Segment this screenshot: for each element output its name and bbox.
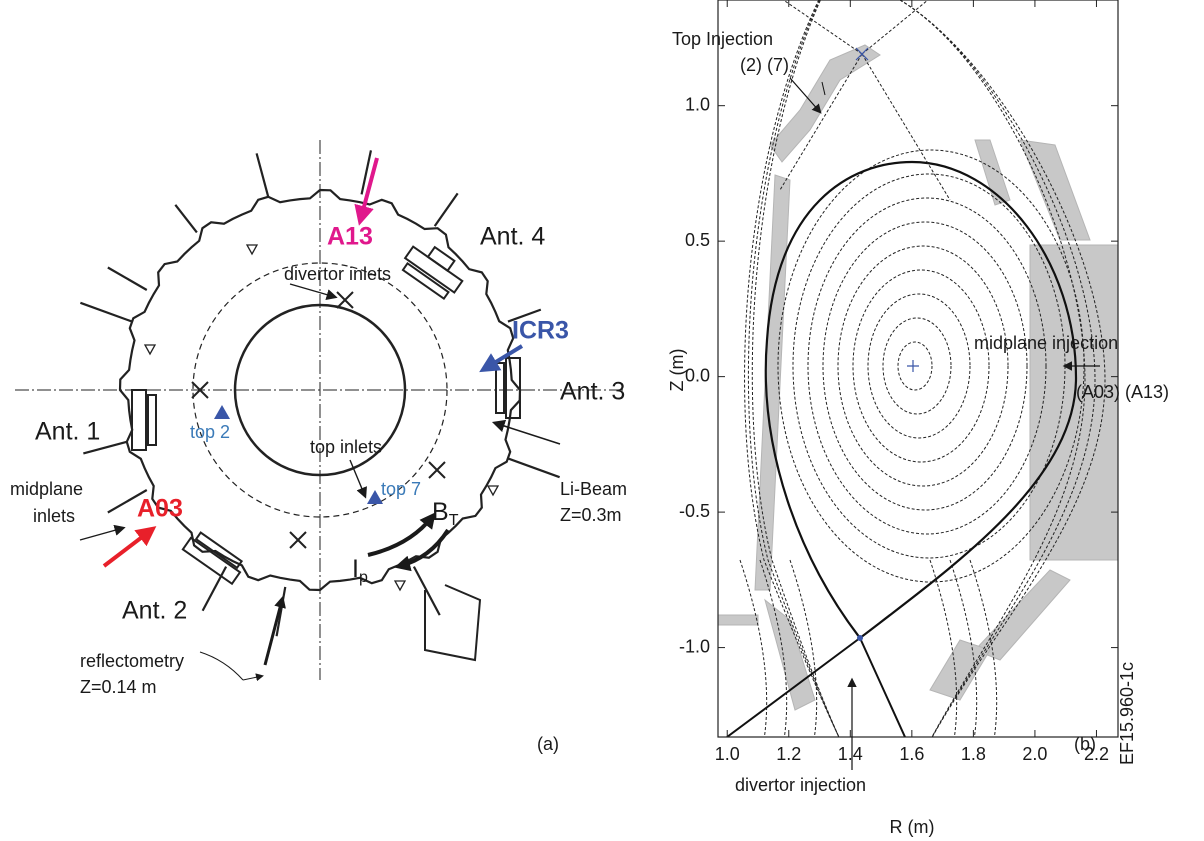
y-tick-label: -1.0 — [679, 636, 710, 656]
x-tick-label: 2.0 — [1022, 744, 1047, 764]
label: divertor inlets — [284, 264, 391, 284]
separatrix — [766, 162, 1076, 638]
x-tick-label: 1.6 — [899, 744, 924, 764]
label: Z=0.14 m — [80, 677, 157, 697]
label: divertor injection — [735, 775, 866, 795]
flux-surface — [808, 198, 1046, 534]
x-axis-label: R (m) — [890, 817, 935, 837]
y-tick-label: 0.0 — [685, 365, 710, 385]
port-duct — [175, 205, 197, 233]
port-duct — [257, 153, 269, 196]
flux-surface — [793, 174, 1065, 558]
label: p — [359, 569, 368, 586]
cross-section-plot: Top Injection (2) (7) midplane injection… — [667, 0, 1169, 837]
y-tick-label: 1.0 — [685, 94, 710, 114]
plot-area — [718, 0, 1120, 760]
y-tick-label: 0.5 — [685, 230, 710, 250]
port-duct — [108, 268, 147, 291]
x-tick-label: 1.0 — [715, 744, 740, 764]
flux-surface — [838, 246, 1008, 486]
label: ICR3 — [512, 317, 569, 345]
port-duct — [203, 567, 226, 611]
label: inlets — [33, 506, 75, 526]
label: EF15.960-1c — [1117, 662, 1137, 765]
port-duct — [435, 193, 458, 226]
label: Ip — [352, 555, 368, 587]
port-duct — [80, 303, 132, 322]
label: top 2 — [190, 422, 230, 442]
magnetic-axis — [907, 360, 919, 372]
label: Ant. 3 — [560, 378, 625, 406]
label: top inlets — [310, 437, 382, 457]
x-point — [857, 635, 863, 641]
label: (A03) (A13) — [1076, 382, 1169, 402]
label: A13 — [327, 223, 373, 251]
inlet-markers — [192, 292, 445, 548]
label: Top Injection — [672, 29, 773, 49]
label: BT — [432, 498, 459, 530]
label: B — [432, 498, 449, 526]
label: reflectometry — [80, 651, 184, 671]
label: midplane — [10, 479, 83, 499]
x-tick-label: 1.4 — [838, 744, 863, 764]
label: Ant. 4 — [480, 223, 545, 251]
label: (2) (7) — [740, 55, 789, 75]
y-axis-label: Z (m) — [667, 349, 687, 392]
y-tick-label: -0.5 — [679, 501, 710, 521]
flux-surface — [853, 270, 989, 462]
flux-surface — [823, 222, 1027, 510]
port-duct — [414, 567, 440, 616]
label: Li-Beam — [560, 479, 627, 499]
top-view-diagram: divertor inlets A13 Ant. 4 ICR3 Ant. 3 A… — [10, 140, 627, 754]
label: (a) — [537, 734, 559, 754]
x-tick-label: 1.2 — [776, 744, 801, 764]
x-tick-label: 1.8 — [961, 744, 986, 764]
port-duct — [508, 458, 560, 477]
label: T — [449, 512, 459, 529]
label: top 7 — [381, 479, 421, 499]
label: midplane injection — [974, 333, 1118, 353]
label: Ant. 1 — [35, 418, 100, 446]
label: A03 — [137, 495, 183, 523]
label: Ant. 2 — [122, 597, 187, 625]
x-tick-label: 2.2 — [1084, 744, 1109, 764]
label: Z=0.3m — [560, 505, 622, 525]
figure: divertor inlets A13 Ant. 4 ICR3 Ant. 3 A… — [0, 0, 1204, 841]
label: I — [352, 555, 359, 583]
